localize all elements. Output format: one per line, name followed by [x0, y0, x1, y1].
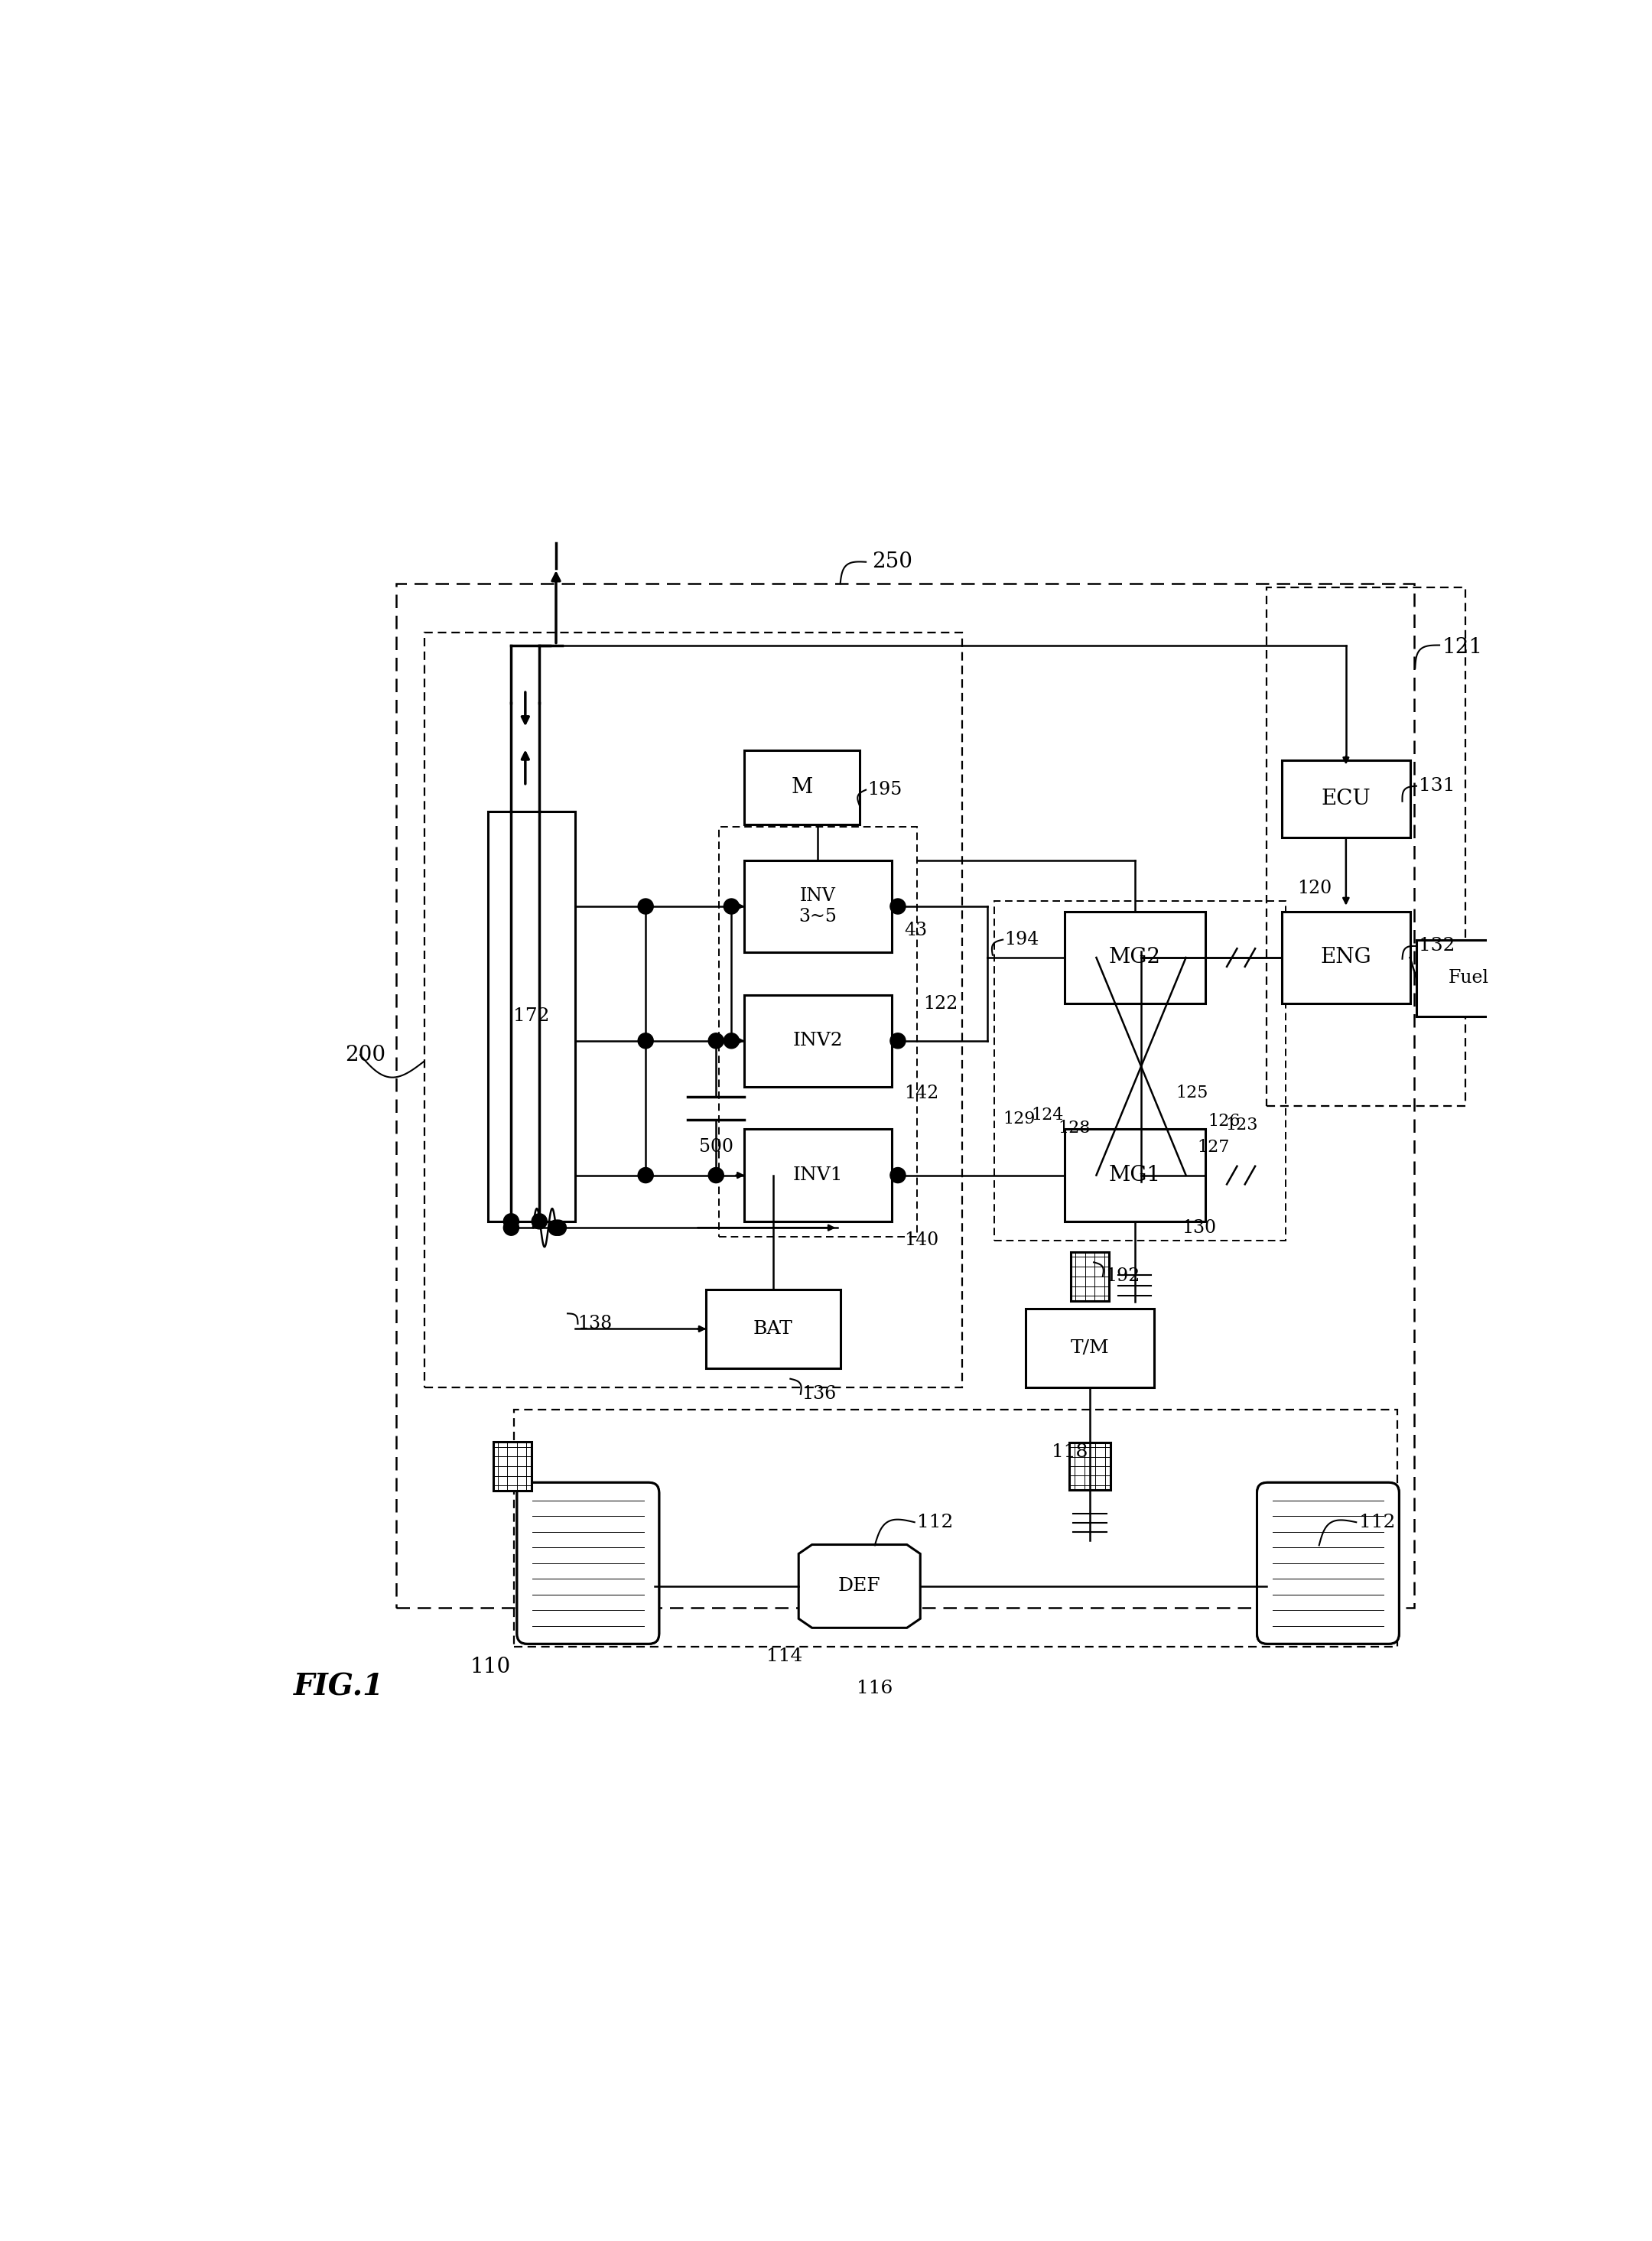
Circle shape — [638, 899, 653, 914]
Text: 114: 114 — [767, 1647, 803, 1665]
Text: 118: 118 — [1052, 1443, 1087, 1461]
Bar — [743, 995, 892, 1087]
Text: 138: 138 — [578, 1315, 613, 1333]
Text: 110: 110 — [471, 1656, 510, 1676]
Circle shape — [504, 1219, 519, 1235]
Text: INV2: INV2 — [793, 1033, 843, 1049]
Text: 122: 122 — [923, 995, 958, 1013]
Text: 130: 130 — [1183, 1219, 1216, 1237]
Circle shape — [890, 1168, 905, 1183]
Bar — [1416, 939, 1521, 1017]
Bar — [743, 751, 859, 825]
Circle shape — [709, 1168, 724, 1183]
Polygon shape — [798, 1544, 920, 1627]
Circle shape — [890, 1033, 905, 1049]
Text: DEF: DEF — [838, 1578, 881, 1596]
Text: 112: 112 — [917, 1513, 953, 1531]
Bar — [995, 901, 1285, 1242]
Text: ENG: ENG — [1320, 948, 1371, 968]
Text: 127: 127 — [1198, 1138, 1229, 1156]
Text: MG2: MG2 — [1108, 948, 1161, 968]
Text: 43: 43 — [904, 921, 927, 939]
Circle shape — [890, 899, 905, 914]
Bar — [1026, 1309, 1153, 1387]
Text: 126: 126 — [1208, 1114, 1241, 1129]
Circle shape — [709, 1033, 724, 1049]
Text: 195: 195 — [867, 782, 902, 798]
FancyBboxPatch shape — [1070, 1253, 1108, 1300]
Text: 500: 500 — [699, 1138, 733, 1156]
Circle shape — [550, 1219, 567, 1235]
Text: 194: 194 — [1004, 930, 1039, 948]
Text: INV
3~5: INV 3~5 — [800, 887, 838, 926]
Circle shape — [724, 899, 738, 914]
Bar — [1064, 1129, 1206, 1221]
Circle shape — [638, 1033, 653, 1049]
Text: Fuel: Fuel — [1449, 970, 1488, 986]
FancyBboxPatch shape — [1257, 1484, 1399, 1645]
Text: 121: 121 — [1442, 636, 1482, 659]
Text: 124: 124 — [1031, 1107, 1064, 1123]
Text: 112: 112 — [1360, 1513, 1394, 1531]
Text: 142: 142 — [904, 1085, 938, 1103]
Text: BAT: BAT — [753, 1320, 793, 1338]
Text: 116: 116 — [857, 1681, 894, 1696]
Text: M: M — [791, 778, 813, 798]
Circle shape — [504, 1215, 519, 1228]
Text: 125: 125 — [1176, 1085, 1208, 1103]
Circle shape — [548, 1219, 563, 1235]
Text: MG1: MG1 — [1108, 1165, 1161, 1185]
Text: 136: 136 — [801, 1385, 836, 1403]
Text: 192: 192 — [1105, 1268, 1140, 1284]
Text: 172: 172 — [514, 1008, 550, 1026]
Bar — [514, 1410, 1398, 1647]
Bar — [1267, 587, 1465, 1107]
Text: 123: 123 — [1226, 1116, 1259, 1134]
FancyBboxPatch shape — [517, 1484, 659, 1645]
FancyBboxPatch shape — [1069, 1443, 1110, 1490]
Text: 140: 140 — [904, 1233, 938, 1248]
Text: 129: 129 — [1003, 1112, 1036, 1127]
Text: T/M: T/M — [1070, 1340, 1108, 1356]
Bar — [425, 632, 961, 1387]
Bar — [719, 827, 917, 1237]
Text: 250: 250 — [872, 551, 914, 571]
Bar — [705, 1289, 841, 1369]
Circle shape — [638, 1168, 653, 1183]
Bar — [396, 583, 1414, 1609]
Text: FIG.1: FIG.1 — [294, 1672, 383, 1701]
Text: ECU: ECU — [1322, 789, 1371, 809]
Text: 120: 120 — [1297, 881, 1332, 896]
FancyBboxPatch shape — [1257, 1484, 1399, 1645]
FancyBboxPatch shape — [517, 1484, 659, 1645]
Text: 128: 128 — [1057, 1120, 1090, 1136]
Bar — [1282, 760, 1409, 838]
Bar — [1282, 912, 1409, 1004]
FancyBboxPatch shape — [492, 1441, 532, 1490]
Bar — [1064, 912, 1206, 1004]
Bar — [489, 811, 575, 1221]
Circle shape — [532, 1215, 547, 1228]
Bar — [743, 1129, 892, 1221]
Circle shape — [724, 1033, 738, 1049]
Text: 131: 131 — [1419, 778, 1455, 796]
Text: INV1: INV1 — [793, 1168, 843, 1183]
Text: 200: 200 — [345, 1044, 385, 1064]
Bar — [743, 861, 892, 952]
Text: 132: 132 — [1419, 937, 1455, 955]
